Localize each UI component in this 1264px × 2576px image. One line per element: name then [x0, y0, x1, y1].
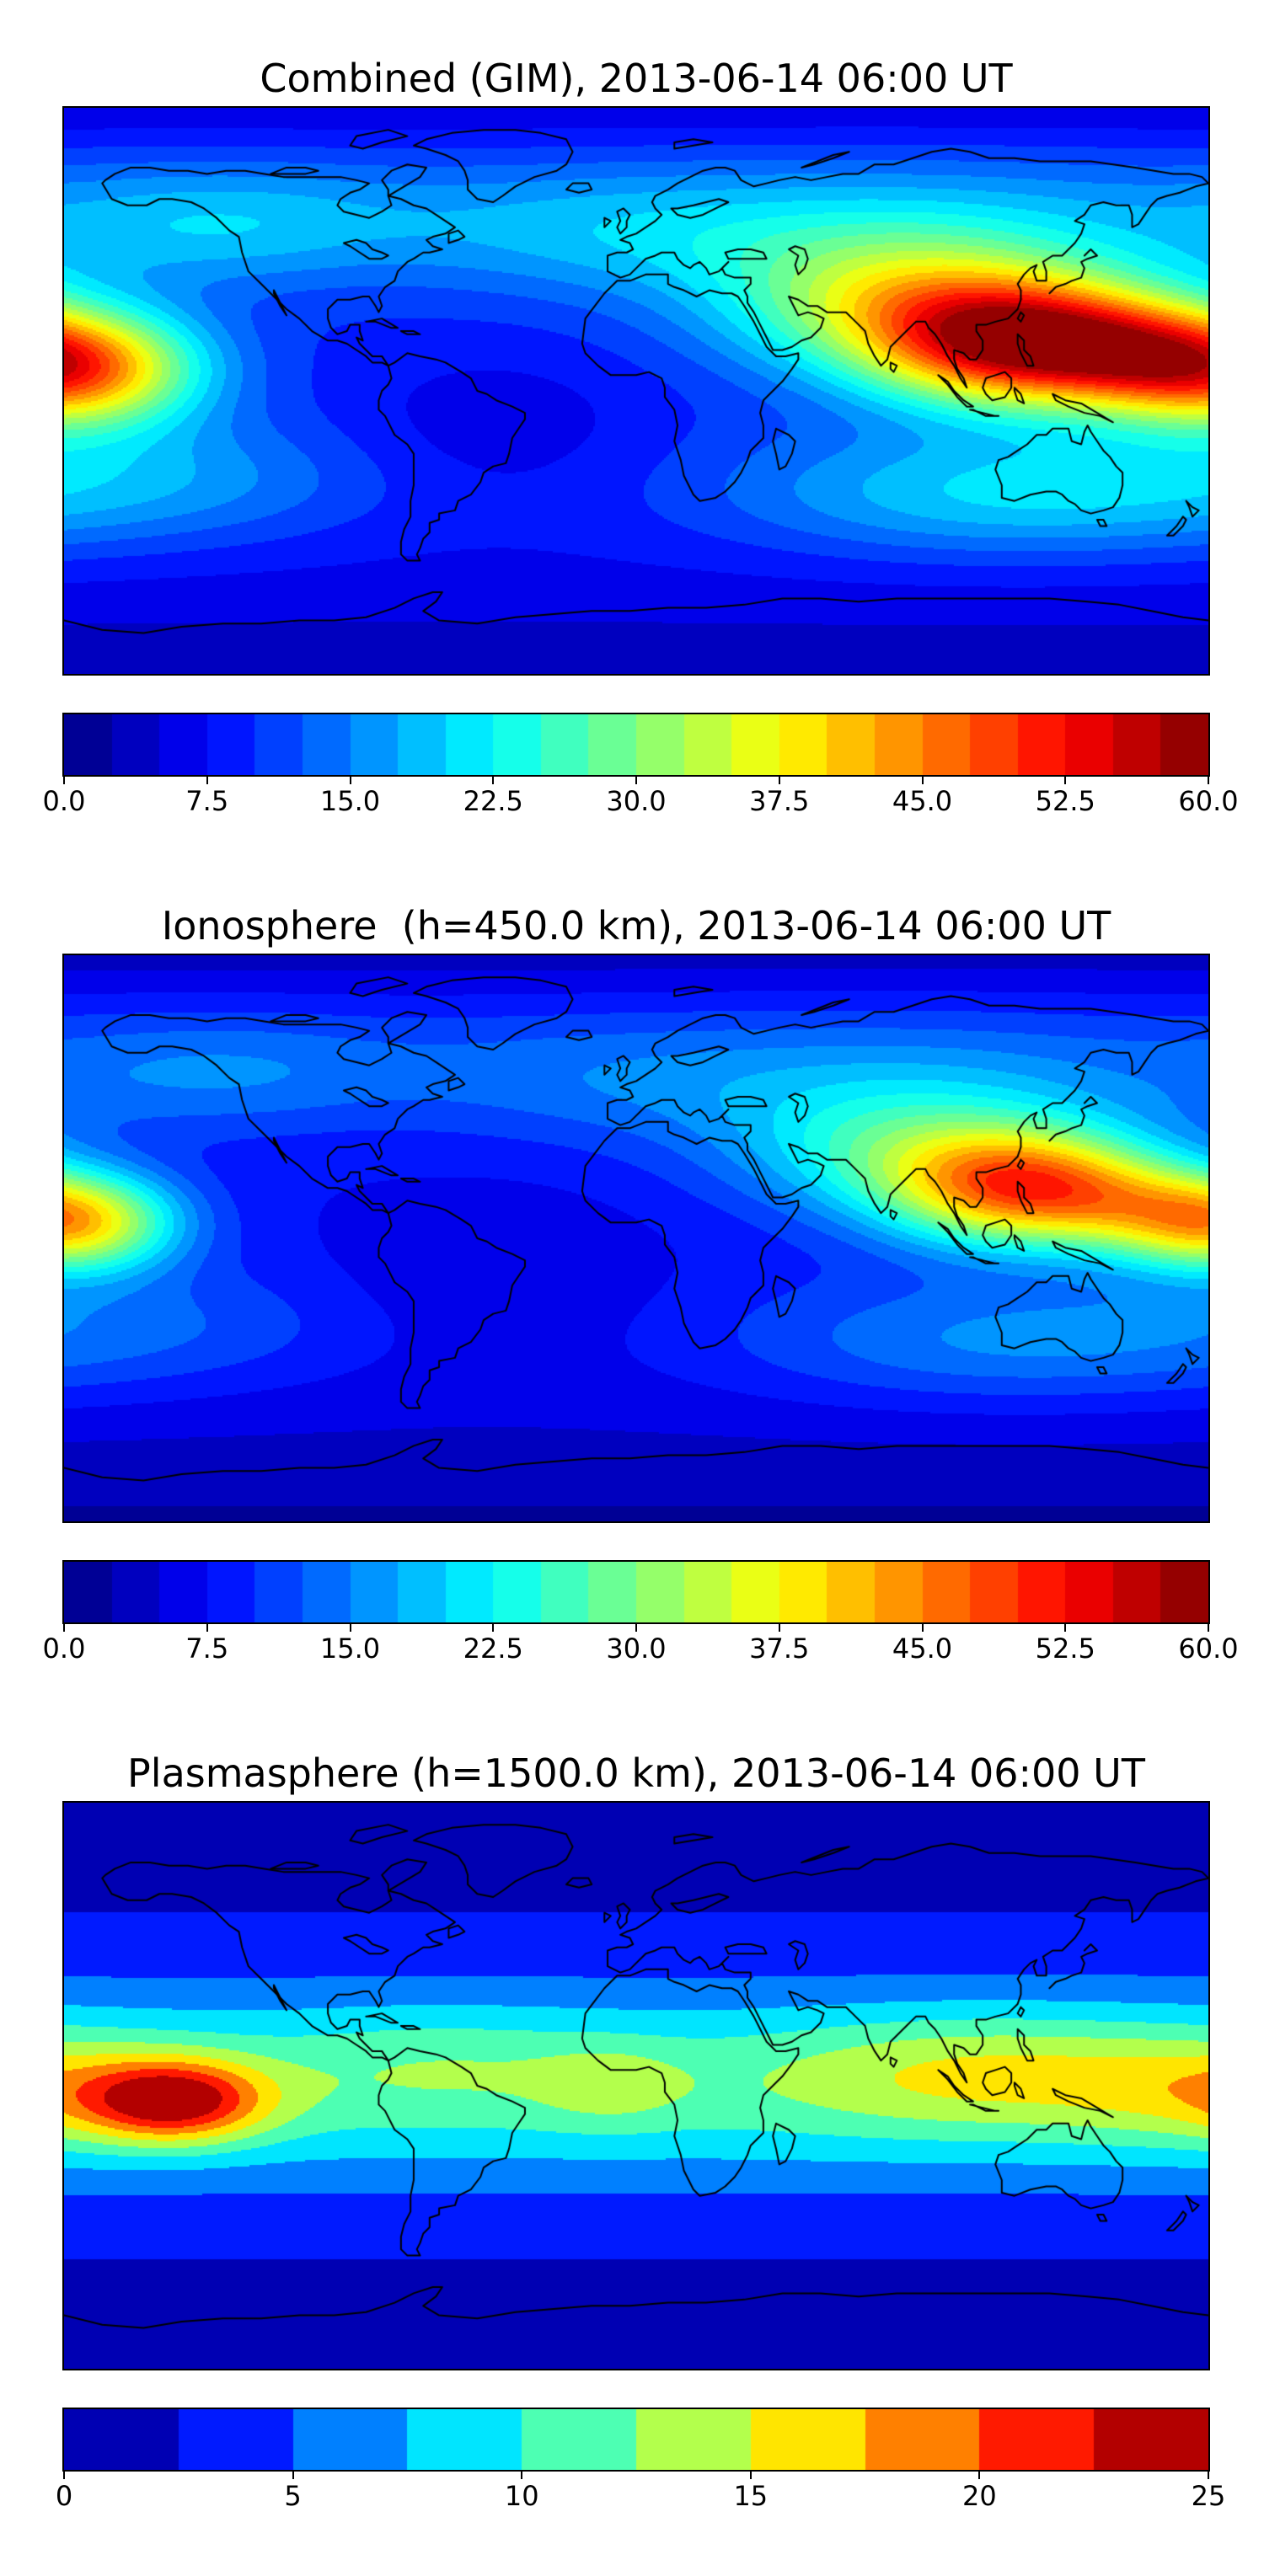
colorbar-canvas-plasmasphere [62, 2408, 1210, 2472]
colorbar-tick-label: 45.0 [892, 785, 953, 817]
colorbar-tick-mark [1208, 2472, 1209, 2479]
colorbar-tick-mark [778, 777, 780, 784]
colorbar-tick-label: 0.0 [42, 1633, 86, 1665]
colorbar-tick-mark [921, 1624, 924, 1632]
colorbar-tick-mark [206, 1624, 208, 1632]
colorbar-tick-label: 37.5 [749, 1633, 810, 1665]
colorbar-tick-label: 52.5 [1035, 785, 1095, 817]
colorbar-tick-label: 60.0 [1178, 785, 1239, 817]
colorbar-tick-label: 37.5 [749, 785, 810, 817]
world-map-canvas-plasmasphere [62, 1801, 1210, 2370]
colorbar-tick-mark [1208, 1624, 1209, 1632]
world-map-canvas-combined [62, 106, 1210, 676]
panel-title-combined: Combined (GIM), 2013-06-14 06:00 UT [260, 56, 1013, 101]
colorbar-canvas-combined [62, 713, 1210, 777]
colorbar-tick-label: 7.5 [185, 1633, 229, 1665]
colorbar-tick-label: 20 [962, 2480, 997, 2512]
colorbar-tick-label: 0.0 [42, 785, 86, 817]
colorbar-tick-mark [1208, 777, 1209, 784]
panel-title-plasmasphere: Plasmasphere (h=1500.0 km), 2013-06-14 0… [127, 1750, 1145, 1796]
colorbar-tick-mark [349, 1624, 351, 1632]
colorbar-tick-mark [635, 1624, 637, 1632]
colorbar-tick-mark [63, 1624, 65, 1632]
colorbar-axis-combined: 0.0 7.5 15.0 22.5 30.0 37.5 45.0 52.5 60.0 [43, 777, 1239, 824]
colorbar-tick-label: 15 [733, 2480, 769, 2512]
colorbar-tick-label: 5 [284, 2480, 302, 2512]
colorbar-tick-label: 30.0 [606, 785, 667, 817]
world-map-canvas-ionosphere [62, 954, 1210, 1523]
colorbar-axis-plasmasphere: 0 5 10 15 20 25 [56, 2472, 1225, 2519]
colorbar-tick-mark [1064, 1624, 1067, 1632]
colorbar-tick-label: 22.5 [463, 1633, 523, 1665]
colorbar-tick-label: 15.0 [319, 785, 381, 817]
colorbar-tick-mark [63, 777, 65, 784]
colorbar-tick-mark [492, 1624, 495, 1632]
colorbar-tick-label: 15.0 [319, 1633, 381, 1665]
colorbar-tick-mark [778, 1624, 780, 1632]
colorbar-tick-label: 7.5 [185, 785, 229, 817]
colorbar-tick-mark [63, 2472, 65, 2479]
colorbar-tick-label: 22.5 [463, 785, 523, 817]
colorbar-tick-label: 25 [1191, 2480, 1226, 2512]
panel-plasmasphere: Plasmasphere (h=1500.0 km), 2013-06-14 0… [0, 1729, 1264, 2576]
colorbar-tick-label: 0 [55, 2480, 73, 2512]
colorbar-tick-mark [521, 2472, 523, 2479]
colorbar-tick-mark [206, 777, 208, 784]
colorbar-tick-mark [1064, 777, 1067, 784]
colorbar-tick-label: 30.0 [606, 1633, 667, 1665]
panel-ionosphere: Ionosphere (h=450.0 km), 2013-06-14 06:0… [0, 881, 1264, 1729]
colorbar-tick-mark [349, 777, 351, 784]
panel-combined-gim: Combined (GIM), 2013-06-14 06:00 UT 0.0 7… [0, 34, 1264, 881]
panel-title-ionosphere: Ionosphere (h=450.0 km), 2013-06-14 06:0… [161, 903, 1111, 949]
colorbar-tick-mark [292, 2472, 294, 2479]
colorbar-tick-mark [492, 777, 495, 784]
colorbar-tick-mark [749, 2472, 752, 2479]
colorbar-tick-label: 10 [504, 2480, 539, 2512]
colorbar-tick-mark [978, 2472, 981, 2479]
colorbar-tick-mark [635, 777, 637, 784]
colorbar-canvas-ionosphere [62, 1560, 1210, 1624]
colorbar-tick-label: 45.0 [892, 1633, 953, 1665]
colorbar-tick-label: 60.0 [1178, 1633, 1239, 1665]
colorbar-tick-label: 52.5 [1035, 1633, 1095, 1665]
colorbar-axis-ionosphere: 0.0 7.5 15.0 22.5 30.0 37.5 45.0 52.5 60.0 [43, 1624, 1239, 1671]
colorbar-tick-mark [921, 777, 924, 784]
